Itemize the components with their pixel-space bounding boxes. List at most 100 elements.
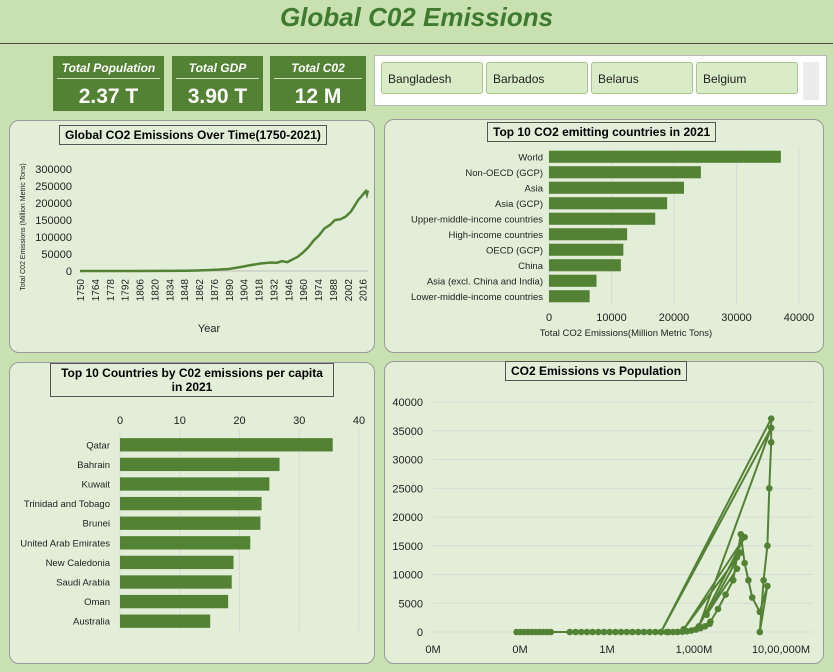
x-tick-label: 1806 xyxy=(136,279,147,302)
data-point xyxy=(612,628,619,636)
data-point xyxy=(741,559,748,567)
data-point xyxy=(745,576,752,584)
data-point xyxy=(669,628,677,636)
data-point xyxy=(760,576,767,584)
slicer-scrollbar[interactable] xyxy=(803,62,819,100)
data-point xyxy=(741,533,748,541)
data-point xyxy=(707,618,714,625)
chart-title: Top 10 Countries by C02 emissions per ca… xyxy=(50,363,334,397)
category-label: Brunei xyxy=(83,519,110,530)
kpi-label: Total C02 xyxy=(291,61,345,75)
category-label: World xyxy=(518,152,543,163)
slicer-item-belgium[interactable]: Belgium xyxy=(696,62,798,94)
data-point xyxy=(583,628,591,636)
kpi-total-gdp: Total GDP 3.90 T xyxy=(172,56,263,111)
kpi-label: Total Population xyxy=(61,61,156,75)
x-tick-label: 1,000M xyxy=(676,644,713,656)
chart-title: Top 10 CO2 emitting countries in 2021 xyxy=(487,122,717,142)
x-tick-label: 1876 xyxy=(210,279,221,302)
data-point xyxy=(729,576,737,584)
x-tick-label: 1918 xyxy=(255,279,266,302)
x-tick-label: 1974 xyxy=(314,279,325,302)
x-tick-label: 20 xyxy=(233,415,245,427)
kpi-divider xyxy=(57,78,160,79)
bar xyxy=(120,438,333,452)
category-label: Asia (excl. China and India) xyxy=(427,276,543,287)
category-label: Trinidad and Tobago xyxy=(24,499,110,510)
x-tick-label: 1778 xyxy=(106,279,117,302)
data-point xyxy=(714,605,722,613)
y-tick-label: 0 xyxy=(66,266,72,278)
data-point xyxy=(547,628,555,636)
data-point xyxy=(589,628,596,636)
y-axis-label: Total C02 Emissions (Million Metric Tons… xyxy=(20,163,27,290)
bar xyxy=(120,555,234,570)
slicer-item-bangladesh[interactable]: Bangladesh xyxy=(381,62,483,94)
data-point xyxy=(577,628,585,636)
data-point xyxy=(657,628,665,636)
y-tick-label: 100000 xyxy=(35,232,72,244)
category-label: Asia xyxy=(525,183,544,194)
x-axis-label: Year xyxy=(198,323,221,335)
bar xyxy=(549,166,701,179)
data-point xyxy=(767,415,775,422)
x-tick-label: 1848 xyxy=(180,279,191,302)
x-tick-label: 40000 xyxy=(784,312,815,324)
y-tick-label: 0 xyxy=(417,627,423,639)
category-label: Upper-middle-income countries xyxy=(411,214,543,225)
x-axis-label: Total CO2 Emissions(Million Metric Tons) xyxy=(540,328,712,339)
x-tick-label: 10,00,000M xyxy=(752,644,810,656)
x-tick-label: 1988 xyxy=(329,279,340,302)
data-point xyxy=(737,549,745,556)
x-tick-label: 1834 xyxy=(165,279,176,302)
slicer-item-belarus[interactable]: Belarus xyxy=(591,62,693,94)
x-tick-label: 1750 xyxy=(76,279,87,302)
kpi-divider xyxy=(274,78,362,79)
panel-top10-emitters: 0 10000 20000 30000 40000 World Non-OECD (GCP)… xyxy=(384,119,824,353)
data-point xyxy=(703,611,710,619)
bar xyxy=(120,614,211,628)
data-point xyxy=(756,628,764,636)
chart-title: CO2 Emissions vs Population xyxy=(505,361,688,381)
title-divider xyxy=(0,43,833,44)
y-tick-label: 40000 xyxy=(392,397,423,409)
x-tick-label: 1960 xyxy=(299,279,310,302)
category-label: New Caledonia xyxy=(46,558,111,569)
bar-chart-top10: 0 10000 20000 30000 40000 World Non-OECD (GCP)… xyxy=(411,149,815,339)
y-tick-label: 35000 xyxy=(392,426,423,438)
x-tick-label: 0 xyxy=(117,415,123,427)
category-label: Saudi Arabia xyxy=(56,578,111,589)
series-line xyxy=(79,188,370,273)
data-point xyxy=(646,628,653,636)
data-point xyxy=(652,628,659,636)
x-tick-label: 1792 xyxy=(121,279,132,302)
line-chart: 0 50000 100000 150000 200000 250000 300000 1750… xyxy=(20,163,370,335)
x-tick-label: 2016 xyxy=(359,279,370,302)
bar xyxy=(549,181,684,194)
y-tick-label: 150000 xyxy=(35,215,72,227)
x-tick-label: 1M xyxy=(599,644,614,656)
panel-co2-vs-population: 0 5000 10000 15000 20000 25000 30000 35000 40000… xyxy=(384,361,824,664)
y-tick-label: 250000 xyxy=(35,181,72,193)
x-tick-label: 1764 xyxy=(91,279,102,302)
data-point xyxy=(623,628,631,636)
bar xyxy=(120,516,261,530)
bar xyxy=(549,228,628,241)
category-label: Australia xyxy=(73,617,111,628)
x-tick-label: 40 xyxy=(353,415,365,427)
slicer-item-barbados[interactable]: Barbados xyxy=(486,62,588,94)
x-tick-label: 10000 xyxy=(596,312,627,324)
bar xyxy=(120,496,262,511)
y-tick-label: 10000 xyxy=(392,570,423,582)
data-point xyxy=(634,628,642,636)
data-point xyxy=(748,594,756,601)
x-tick-label: 30000 xyxy=(721,312,752,324)
page-title: Global C02 Emissions xyxy=(279,2,554,32)
data-point xyxy=(680,625,688,633)
data-point xyxy=(572,628,579,636)
data-point xyxy=(767,438,775,446)
category-label: Asia (GCP) xyxy=(495,199,543,210)
y-tick-label: 300000 xyxy=(35,164,72,176)
data-point xyxy=(733,565,741,573)
bar xyxy=(549,197,668,210)
